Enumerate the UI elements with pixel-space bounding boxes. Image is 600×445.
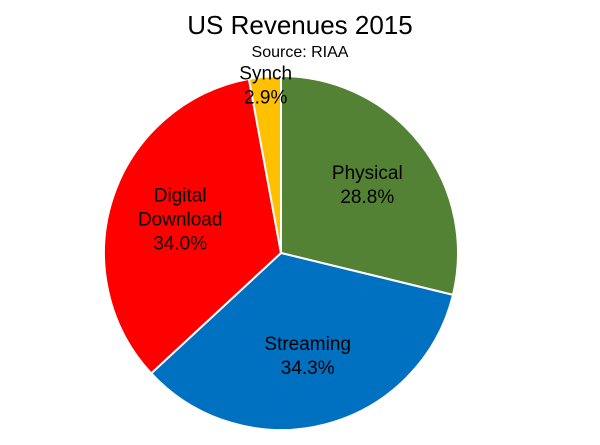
- pie-slice-digital-download: [103, 77, 283, 375]
- pie-slice-physical: [280, 74, 459, 297]
- slice-label-digital-download: Digital Download 34.0%: [138, 186, 223, 255]
- slice-label-streaming: Streaming 34.3%: [264, 334, 351, 379]
- pie-slice-synch: [247, 74, 282, 254]
- chart-subtitle: Source: RIAA: [251, 44, 349, 61]
- chart-title: US Revenues 2015: [187, 10, 413, 40]
- pie-slice-streaming: [149, 251, 455, 431]
- slice-label-physical: Physical 28.8%: [332, 163, 403, 208]
- slice-label-synch: Synch 2.9%: [239, 64, 292, 109]
